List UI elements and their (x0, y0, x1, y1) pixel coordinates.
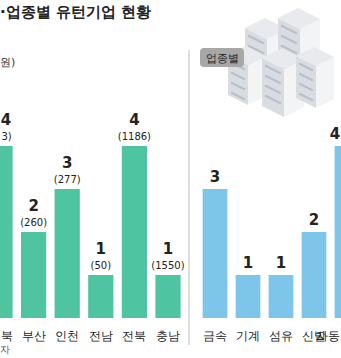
building-window (281, 36, 297, 44)
x-tick-label: 전북 (122, 329, 146, 343)
bar (236, 275, 261, 318)
building-window (265, 86, 281, 94)
x-tick: 전북 (122, 328, 146, 343)
bar (203, 189, 228, 318)
subtitle: 원) (0, 56, 15, 69)
data-label: 1 (96, 240, 106, 258)
building-window (231, 93, 245, 100)
building-roof (296, 47, 334, 66)
bar (122, 146, 147, 318)
x-tick: 전남 (89, 328, 113, 343)
data-label: 4 (330, 125, 340, 143)
building-window (299, 74, 313, 81)
data-label: 4 (129, 111, 139, 129)
bar (21, 232, 46, 318)
plot-area (0, 146, 181, 318)
bar (335, 146, 341, 318)
amount-label: (50) (91, 260, 112, 271)
x-tick: 기계 (236, 328, 260, 343)
x-tick-label: 기계 (236, 329, 260, 343)
building-window (231, 73, 245, 80)
bar (302, 232, 327, 318)
bar (155, 275, 180, 318)
x-tick: 북 (0, 328, 13, 343)
x-tick-label: 부산 (22, 329, 46, 343)
building-roof (278, 8, 320, 29)
bar (55, 189, 80, 318)
x-axis: 북 부산 인천 전남 전북 충남 (0, 328, 185, 343)
x-tick: 자동 (316, 328, 341, 343)
amount-label: 3) (1, 131, 11, 142)
data-label: 4 (1, 111, 11, 129)
building-window (231, 83, 245, 90)
x-tick: 섬유 (269, 328, 293, 343)
data-label: 3 (62, 154, 72, 172)
x-axis: 금속기계섬유신발자동 (199, 328, 341, 343)
title: ·업종별 유턴기업 현황 (0, 3, 151, 21)
building-window (281, 26, 297, 34)
amount-label: (1550) (151, 260, 184, 271)
building-window (299, 64, 313, 71)
bar (269, 275, 294, 318)
building-window (299, 84, 313, 91)
building-window (299, 94, 313, 101)
x-tick-label: 섬유 (269, 329, 293, 343)
data-label: 2 (309, 211, 319, 229)
canvas: ·업종별 유턴기업 현황원) 북 부산 인천 전남 전북 충남 3) 4 (260) 2 (277) 3… (0, 0, 341, 358)
building-window (248, 36, 264, 44)
amount-label: (277) (54, 174, 81, 185)
bar (0, 146, 13, 318)
data-label: 1 (276, 254, 286, 272)
subtitle: 업종별 (206, 52, 239, 65)
bar (88, 275, 113, 318)
amount-label: (1186) (118, 131, 151, 142)
data-label: 2 (28, 197, 38, 215)
x-tick: 충남 (156, 328, 180, 343)
subtitle-badge (200, 48, 244, 67)
data-label: 3 (210, 168, 220, 186)
building-window (265, 66, 281, 74)
amount-label: (260) (20, 217, 47, 228)
plot-area (203, 146, 341, 318)
x-tick: 금속 (203, 328, 227, 343)
building-face (316, 57, 334, 108)
divider (189, 50, 190, 345)
x-tick: 부산 (22, 328, 46, 343)
annotation: 자 (0, 344, 10, 355)
building-window (265, 96, 281, 104)
data-label: 1 (163, 240, 173, 258)
x-tick-label: 전남 (89, 329, 113, 343)
x-tick-label: 충남 (156, 329, 180, 343)
building-window (265, 76, 281, 84)
x-tick-label: 자동 (316, 329, 340, 343)
x-tick-label: 금속 (203, 329, 227, 343)
x-tick-label: 인천 (55, 329, 79, 343)
x-tick-label: 북 (1, 329, 13, 343)
data-label: 1 (243, 254, 253, 272)
x-tick: 인천 (55, 328, 79, 343)
